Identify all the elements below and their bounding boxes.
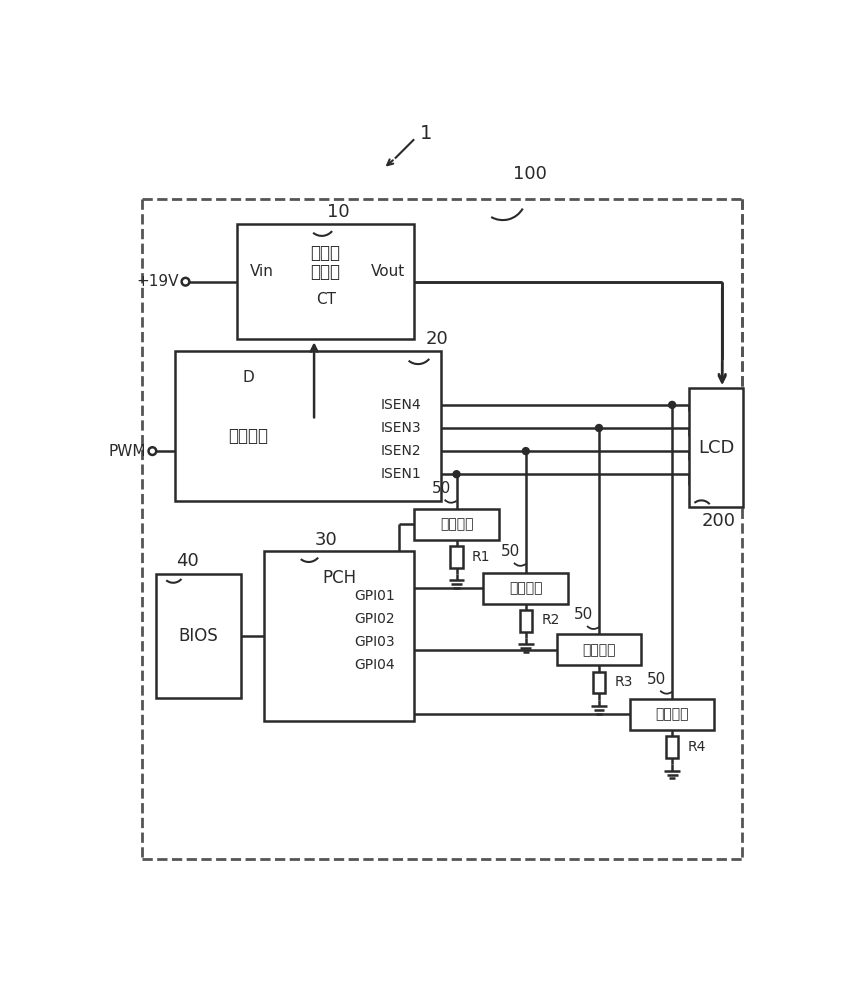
Text: 电源调: 电源调 — [311, 244, 341, 262]
Text: R1: R1 — [472, 550, 490, 564]
Text: 开关单元: 开关单元 — [583, 643, 615, 657]
Text: 开关单元: 开关单元 — [655, 707, 689, 721]
Bar — [414, 509, 499, 540]
Text: GPI03: GPI03 — [354, 635, 394, 649]
Text: ISEN4: ISEN4 — [381, 398, 421, 412]
Text: R4: R4 — [688, 740, 706, 754]
Text: 40: 40 — [176, 552, 198, 570]
Text: ISEN3: ISEN3 — [381, 421, 421, 435]
Text: 50: 50 — [501, 544, 520, 559]
Text: R2: R2 — [541, 613, 559, 628]
Circle shape — [595, 425, 602, 431]
Text: 开关单元: 开关单元 — [509, 581, 543, 595]
Bar — [593, 672, 605, 693]
Text: 控制芯片: 控制芯片 — [229, 427, 268, 445]
Text: 30: 30 — [314, 531, 337, 549]
Text: ISEN1: ISEN1 — [381, 467, 421, 481]
Text: BIOS: BIOS — [179, 627, 218, 645]
Bar — [520, 610, 532, 632]
Text: 1: 1 — [419, 124, 432, 143]
Bar — [689, 388, 743, 507]
Circle shape — [669, 401, 676, 408]
Text: PWM: PWM — [109, 444, 146, 459]
Text: LCD: LCD — [698, 439, 734, 457]
Text: GPI04: GPI04 — [354, 658, 394, 672]
Circle shape — [522, 448, 529, 455]
Text: Vout: Vout — [371, 264, 405, 279]
Bar — [666, 736, 678, 758]
Bar — [237, 224, 414, 339]
Bar — [156, 574, 241, 698]
Text: 50: 50 — [574, 607, 593, 622]
Text: CT: CT — [316, 292, 336, 307]
Bar — [483, 573, 568, 604]
Text: +19V: +19V — [137, 274, 180, 289]
Text: 开关单元: 开关单元 — [440, 517, 473, 531]
Text: ISEN2: ISEN2 — [381, 444, 421, 458]
Text: 100: 100 — [513, 165, 546, 183]
Text: 200: 200 — [702, 512, 735, 530]
Text: R3: R3 — [614, 675, 633, 689]
Circle shape — [453, 471, 460, 478]
Text: Vin: Vin — [249, 264, 274, 279]
Text: 节模块: 节模块 — [311, 263, 341, 281]
Text: GPI01: GPI01 — [354, 589, 394, 603]
Text: 50: 50 — [647, 672, 666, 687]
Bar — [175, 351, 441, 501]
Text: 50: 50 — [432, 481, 450, 496]
Text: GPI02: GPI02 — [354, 612, 394, 626]
Bar — [630, 699, 715, 730]
Text: PCH: PCH — [322, 569, 356, 587]
Text: D: D — [243, 370, 255, 385]
Bar — [557, 634, 641, 665]
Bar — [450, 546, 463, 568]
Text: 20: 20 — [426, 330, 449, 348]
Text: 10: 10 — [327, 203, 350, 221]
Bar — [264, 551, 414, 721]
